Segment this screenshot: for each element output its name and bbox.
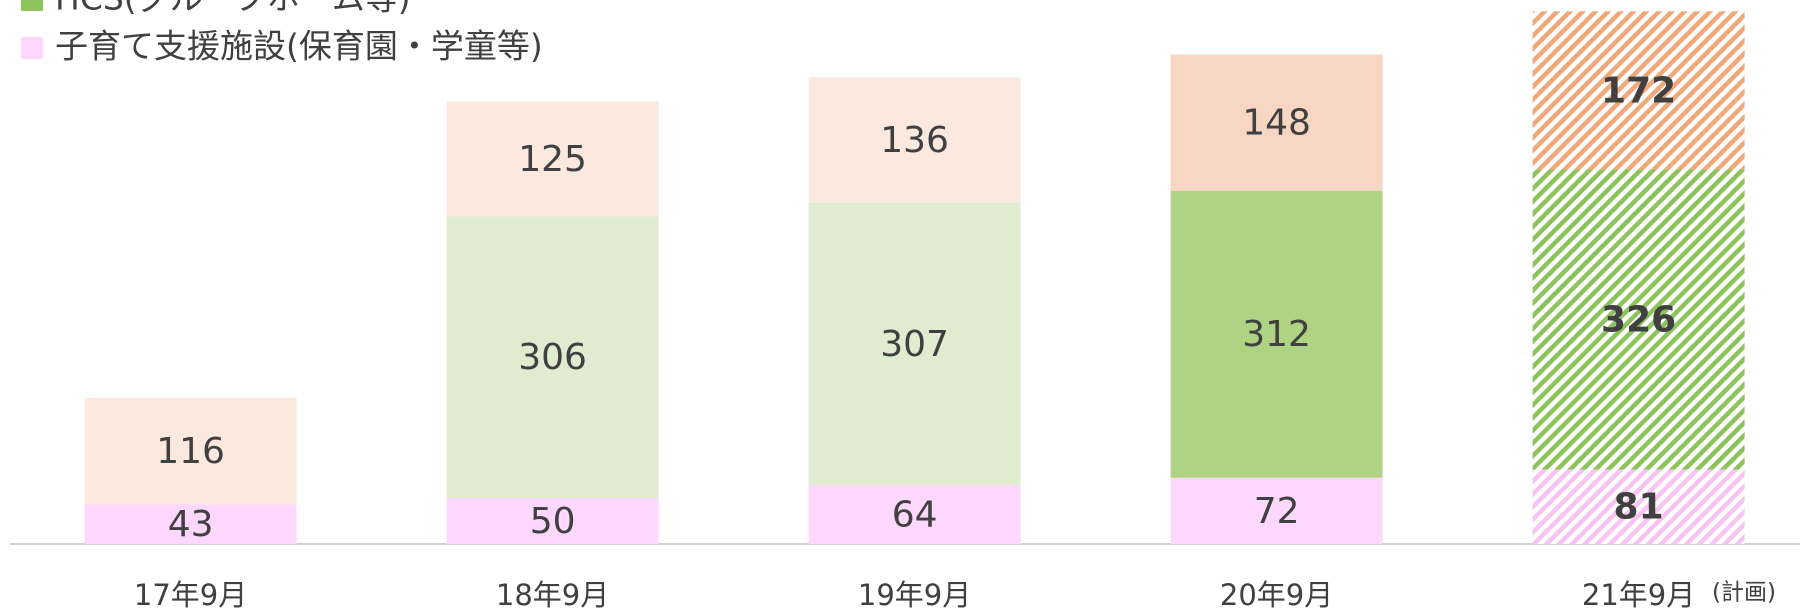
x-tick-label: 19年9月 bbox=[858, 578, 971, 612]
bar-segment bbox=[84, 504, 297, 544]
value-label: 81 bbox=[1614, 487, 1664, 528]
legend-label: 子育て支援施設(保育園・学童等) bbox=[55, 27, 543, 66]
x-tick-label: 20年9月 bbox=[1220, 578, 1333, 612]
value-label: 72 bbox=[1254, 491, 1300, 532]
x-tick-label: 17年9月 bbox=[134, 578, 247, 612]
value-label: 326 bbox=[1601, 300, 1676, 341]
bar-segment bbox=[1170, 190, 1383, 478]
value-label: 312 bbox=[1242, 314, 1311, 355]
bar-segment bbox=[446, 101, 659, 217]
value-label: 307 bbox=[880, 324, 949, 365]
bar-segment bbox=[808, 77, 1021, 203]
x-tick-label: 18年9月 bbox=[496, 578, 609, 612]
value-label: 172 bbox=[1601, 70, 1676, 111]
value-label: 306 bbox=[518, 337, 587, 378]
bar-segment bbox=[808, 485, 1021, 544]
x-tick-label: 21年9月 bbox=[1582, 578, 1695, 612]
bar-segment bbox=[808, 202, 1021, 486]
bar-segment bbox=[446, 498, 659, 544]
bar-segment bbox=[1532, 169, 1745, 470]
value-label: 50 bbox=[530, 501, 576, 542]
value-label: 116 bbox=[156, 431, 225, 472]
bar-segment bbox=[1170, 54, 1383, 191]
value-label: 64 bbox=[892, 495, 938, 536]
bar-segment bbox=[1532, 469, 1745, 544]
annotation: (計画) bbox=[1712, 580, 1776, 606]
value-label: 148 bbox=[1242, 103, 1311, 144]
legend-label: HCS(グループホーム等) bbox=[55, 0, 411, 18]
value-label: 125 bbox=[518, 139, 587, 180]
legend-swatch bbox=[21, 0, 43, 11]
legend-swatch bbox=[21, 37, 43, 59]
value-label: 43 bbox=[168, 504, 214, 545]
bar-segment bbox=[1170, 477, 1383, 544]
value-label: 136 bbox=[880, 120, 949, 161]
bar-segment bbox=[84, 397, 297, 505]
bar-segment bbox=[1532, 11, 1745, 170]
bar-segment bbox=[446, 216, 659, 499]
